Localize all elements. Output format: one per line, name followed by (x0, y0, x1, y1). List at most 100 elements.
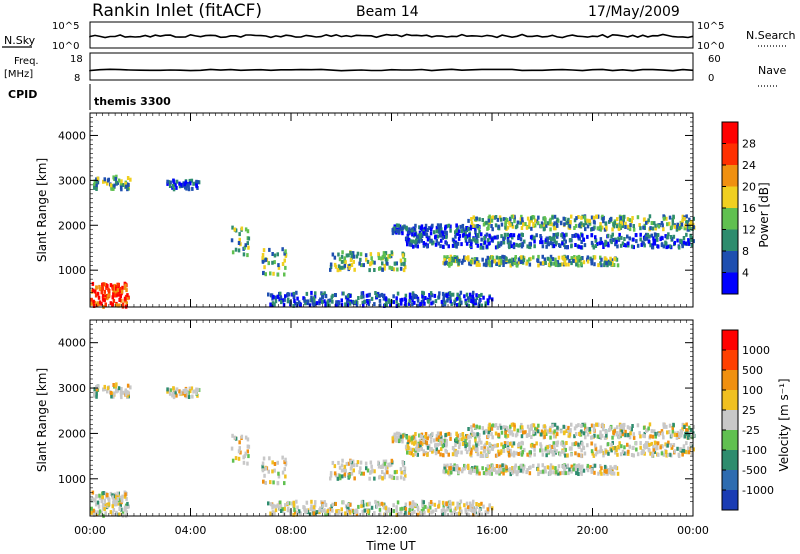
power-cell-1279 (469, 262, 473, 267)
velocity-cell-89 (94, 498, 97, 503)
velocity-cell-929 (690, 451, 694, 456)
power-cell-873 (618, 232, 621, 237)
velocity-cell-1329 (499, 464, 502, 469)
velocity-cell-480 (405, 435, 408, 440)
power-cell-860 (548, 235, 551, 240)
velocity-cell-1366 (509, 472, 512, 477)
velocity-cell-1581 (473, 510, 477, 515)
power-cell-232 (239, 242, 242, 247)
power-cell-1620 (470, 299, 473, 303)
velocity-cell-1108 (508, 453, 511, 458)
power-cell-147 (117, 178, 121, 183)
velocity-cell-893 (499, 450, 503, 455)
velocity-cell-571 (649, 434, 652, 439)
velocity-cell-1696 (397, 511, 400, 516)
velocity-cell-1348 (578, 467, 581, 472)
power-cell-1376 (548, 262, 551, 267)
power-cell-1005 (454, 243, 457, 248)
power-cell-1176 (518, 233, 521, 238)
power-cell-215 (234, 228, 238, 233)
velocity-cell-1421 (580, 470, 583, 475)
power-cell-204 (184, 185, 187, 190)
velocity-cell-1730 (486, 510, 490, 515)
power-cell-366 (388, 265, 391, 270)
power-cell-809 (591, 227, 594, 231)
velocity-cell-333 (340, 474, 344, 479)
power-cell-50 (120, 289, 124, 294)
power-cell-964 (533, 239, 536, 244)
velocity-cell-222 (234, 456, 238, 461)
velocity-cell-1068 (591, 451, 594, 456)
power-cell-848 (519, 243, 522, 247)
power-cell-670 (481, 218, 484, 222)
power-cell-1146 (643, 236, 647, 241)
velocity-cell-1029 (510, 452, 513, 457)
velocity-cell-401 (418, 433, 421, 438)
velocity-cell-1785 (437, 503, 441, 508)
power-cell-1328 (449, 254, 453, 259)
velocity-cell-125 (116, 388, 119, 393)
power-cell-1717 (449, 299, 452, 304)
velocity-cell-1001 (461, 442, 465, 446)
vel-cbar-tick-2: 100 (742, 384, 763, 397)
power-cell-1029 (510, 244, 513, 249)
velocity-cell-1734 (456, 501, 459, 506)
velocity-cell-506 (470, 425, 473, 430)
velocity-cell-1231 (570, 464, 573, 469)
power-cell-1667 (297, 300, 301, 305)
power-cell-594 (524, 222, 527, 226)
power-cell-247 (269, 271, 272, 276)
velocity-cell-793 (491, 435, 494, 440)
power-cell-63 (104, 294, 108, 299)
power-cell-1512 (295, 290, 298, 295)
velocity-cell-1720 (326, 511, 330, 516)
power-cell-284 (340, 259, 344, 264)
power-cell-1766 (445, 293, 448, 298)
power-cell-450 (408, 227, 411, 232)
velocity-cell-1774 (286, 500, 290, 505)
power-cell-725 (526, 216, 530, 221)
vel-cbar-tick-7: -1000 (742, 484, 774, 497)
power-cell-109 (109, 301, 113, 306)
velocity-cell-809 (591, 435, 594, 440)
power-cell-1391 (517, 257, 521, 262)
velocity-cell-1512 (295, 499, 298, 504)
velocity-cell-1341 (442, 469, 445, 474)
power-cell-371 (368, 268, 371, 273)
power-cell-864 (580, 240, 583, 244)
cpid-panel: CPID themis 3300 (8, 84, 171, 110)
velocity-cell-734 (671, 425, 674, 430)
power-cell-1748 (411, 302, 414, 307)
power-cell-870 (664, 234, 667, 239)
power-cell-206 (192, 181, 195, 186)
velocity-cell-1121 (415, 443, 419, 448)
velocity-cell-1152 (551, 450, 554, 454)
velocity-cell-1764 (385, 512, 388, 517)
power-cell-1185 (558, 244, 562, 248)
power-cell-486 (411, 227, 414, 232)
power-cell-1602 (324, 303, 327, 308)
velocity-cell-574 (670, 433, 673, 438)
power-cell-1365 (541, 254, 544, 259)
power-cell-841 (602, 245, 605, 249)
velocity-cell-1134 (507, 449, 510, 454)
velocity-cell-806 (595, 422, 598, 427)
velocity-cell-199 (195, 387, 198, 392)
velocity-cell-243 (271, 460, 274, 465)
velocity-cell-991 (563, 451, 566, 456)
velocity-cell-1531 (429, 505, 432, 510)
power-cell-1200 (528, 242, 532, 247)
xtick-label-0: 00:00 (74, 524, 106, 537)
velocity-cell-873 (618, 441, 621, 446)
power-cell-1779 (453, 301, 456, 306)
power-cell-1118 (679, 238, 682, 243)
power-cell-626 (685, 226, 688, 231)
power-cell-504 (638, 223, 641, 227)
power-cell-815 (472, 223, 475, 228)
velocity-cell-1422 (501, 463, 504, 468)
power-cell-445 (391, 231, 395, 236)
velocity-cell-496 (422, 439, 425, 444)
power-cell-309 (333, 262, 337, 267)
power-cell-1102 (476, 243, 480, 248)
ytick-label-3: 4000 (58, 129, 86, 142)
